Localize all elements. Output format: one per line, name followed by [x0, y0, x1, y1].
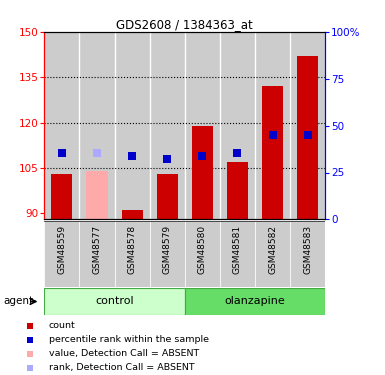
- Point: [27, 337, 33, 343]
- Point: [164, 156, 170, 162]
- Bar: [79, 32, 115, 219]
- Point: [59, 150, 65, 156]
- Bar: [150, 32, 185, 219]
- Bar: [255, 221, 290, 287]
- Bar: [290, 221, 325, 287]
- Bar: [51, 174, 72, 219]
- Bar: [79, 221, 115, 287]
- Bar: [44, 221, 79, 287]
- Text: GSM48579: GSM48579: [163, 225, 172, 274]
- Point: [270, 132, 276, 138]
- Text: GSM48583: GSM48583: [303, 225, 312, 274]
- Bar: [227, 162, 248, 219]
- Point: [199, 153, 206, 159]
- Text: GSM48580: GSM48580: [198, 225, 207, 274]
- Bar: [192, 126, 213, 219]
- Bar: [157, 174, 178, 219]
- Text: GSM48578: GSM48578: [127, 225, 137, 274]
- Bar: [150, 221, 185, 287]
- Text: GSM48559: GSM48559: [57, 225, 66, 274]
- Bar: [86, 171, 107, 219]
- Point: [129, 153, 135, 159]
- Bar: [115, 221, 150, 287]
- Text: rank, Detection Call = ABSENT: rank, Detection Call = ABSENT: [49, 363, 194, 372]
- Bar: [290, 32, 325, 219]
- Bar: [220, 221, 255, 287]
- Text: GSM48581: GSM48581: [233, 225, 242, 274]
- Point: [305, 132, 311, 138]
- Bar: [255, 32, 290, 219]
- Bar: [297, 56, 318, 219]
- Text: GSM48577: GSM48577: [92, 225, 102, 274]
- Point: [27, 322, 33, 328]
- Bar: [262, 86, 283, 219]
- Bar: [220, 32, 255, 219]
- Bar: [185, 32, 220, 219]
- Title: GDS2608 / 1384363_at: GDS2608 / 1384363_at: [116, 18, 253, 31]
- Bar: [44, 288, 185, 315]
- Bar: [122, 210, 142, 219]
- Point: [27, 351, 33, 357]
- Text: control: control: [95, 297, 134, 306]
- Text: value, Detection Call = ABSENT: value, Detection Call = ABSENT: [49, 349, 199, 358]
- Text: agent: agent: [4, 297, 34, 306]
- Bar: [115, 32, 150, 219]
- Bar: [185, 288, 325, 315]
- Point: [27, 365, 33, 371]
- Bar: [44, 32, 79, 219]
- Point: [234, 150, 241, 156]
- Bar: [185, 221, 220, 287]
- Text: GSM48582: GSM48582: [268, 225, 277, 273]
- Text: percentile rank within the sample: percentile rank within the sample: [49, 335, 209, 344]
- Text: olanzapine: olanzapine: [225, 297, 285, 306]
- Point: [94, 150, 100, 156]
- Text: count: count: [49, 321, 75, 330]
